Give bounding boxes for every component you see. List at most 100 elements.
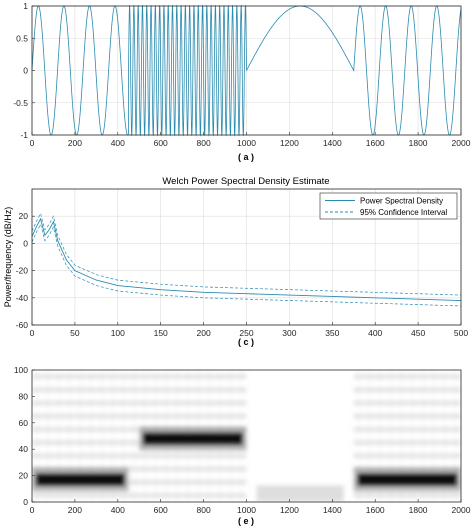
heatmap-ripple bbox=[213, 492, 226, 499]
heatmap-ripple bbox=[235, 373, 248, 380]
heatmap-ripple bbox=[127, 492, 140, 499]
heatmap-ripple bbox=[235, 413, 248, 420]
heatmap-ripple bbox=[181, 465, 194, 473]
heatmap-ripple bbox=[42, 452, 55, 459]
heatmap-ripple bbox=[406, 439, 419, 446]
x-tick-label: 1000 bbox=[237, 505, 256, 515]
heatmap-ripple bbox=[438, 399, 451, 407]
heatmap-ripple bbox=[353, 492, 366, 499]
heatmap-ripple bbox=[406, 413, 419, 420]
heatmap-ripple bbox=[449, 492, 461, 499]
heatmap-ripple bbox=[52, 492, 65, 499]
heatmap-ripple bbox=[202, 399, 215, 407]
heatmap-ripple bbox=[181, 452, 194, 459]
heatmap-ripple bbox=[374, 386, 387, 393]
heatmap-ripple bbox=[374, 492, 387, 499]
heatmap-ripple bbox=[138, 465, 151, 473]
heatmap-ripple bbox=[42, 492, 55, 499]
heatmap-ripple bbox=[428, 413, 441, 420]
heatmap-ripple bbox=[74, 399, 87, 407]
heatmap-band-core bbox=[36, 473, 125, 486]
heatmap-ripple bbox=[396, 399, 409, 407]
heatmap-ripple bbox=[74, 452, 87, 459]
x-tick-label: 600 bbox=[154, 138, 168, 148]
heatmap-ripple bbox=[224, 452, 237, 459]
heatmap-ripple bbox=[63, 373, 76, 380]
x-tick-label: 400 bbox=[368, 328, 382, 338]
y-tick-label: 1 bbox=[23, 1, 28, 11]
x-tick-label: 1200 bbox=[280, 505, 299, 515]
heatmap-ripple bbox=[417, 386, 430, 393]
heatmap-ripple bbox=[84, 413, 97, 420]
heatmap-ripple bbox=[192, 413, 205, 420]
heatmap-ripple bbox=[235, 492, 248, 499]
heatmap-ripple bbox=[160, 386, 173, 393]
heatmap-ripple bbox=[170, 452, 183, 459]
heatmap-ripple bbox=[149, 399, 162, 407]
panel-c-caption: ( c ) bbox=[238, 337, 254, 347]
psd-line bbox=[31, 217, 462, 301]
heatmap-ripple bbox=[224, 399, 237, 407]
heatmap-ripple bbox=[438, 386, 451, 393]
heatmap-ripple bbox=[84, 399, 97, 407]
y-tick-label: -60 bbox=[16, 320, 29, 330]
heatmap-ripple bbox=[224, 386, 237, 393]
heatmap-ripple bbox=[192, 479, 205, 486]
heatmap-ripple bbox=[192, 492, 205, 499]
heatmap-ripple bbox=[449, 439, 461, 446]
heatmap-ripple bbox=[106, 399, 119, 407]
heatmap-ripple bbox=[63, 452, 76, 459]
heatmap-ripple bbox=[117, 399, 130, 407]
heatmap-ripple bbox=[417, 413, 430, 420]
heatmap-band-low bbox=[256, 485, 344, 502]
heatmap-ripple bbox=[396, 452, 409, 459]
panel-e-caption: ( e ) bbox=[238, 516, 254, 526]
heatmap-ripple bbox=[374, 399, 387, 407]
panel-c-ylabel: Power/frequency (dB/Hz) bbox=[3, 207, 13, 308]
heatmap-ripple bbox=[449, 452, 461, 459]
heatmap-ripple bbox=[149, 465, 162, 473]
heatmap-ripple bbox=[202, 386, 215, 393]
heatmap-ripple bbox=[385, 492, 398, 499]
x-tick-label: 500 bbox=[454, 328, 468, 338]
heatmap-ripple bbox=[363, 373, 376, 380]
heatmap-ripple bbox=[160, 479, 173, 486]
heatmap-ripple bbox=[363, 426, 376, 433]
y-tick-label: 80 bbox=[19, 391, 29, 401]
heatmap-ripple bbox=[117, 452, 130, 459]
heatmap-ripple bbox=[213, 479, 226, 486]
heatmap-band-core bbox=[357, 473, 457, 486]
panel-a-caption: ( a ) bbox=[238, 152, 254, 162]
heatmap-ripple bbox=[63, 413, 76, 420]
x-tick-label: 400 bbox=[111, 138, 125, 148]
x-tick-label: 450 bbox=[411, 328, 425, 338]
heatmap-ripple bbox=[224, 413, 237, 420]
heatmap-ripple bbox=[138, 413, 151, 420]
heatmap-ripple bbox=[95, 373, 108, 380]
heatmap-ripple bbox=[396, 492, 409, 499]
heatmap-ripple bbox=[224, 465, 237, 473]
heatmap-ripple bbox=[52, 373, 65, 380]
heatmap-ripple bbox=[32, 426, 44, 433]
heatmap-ripple bbox=[417, 426, 430, 433]
heatmap-ripple bbox=[63, 439, 76, 446]
heatmap-ripple bbox=[117, 426, 130, 433]
heatmap-ripple bbox=[95, 492, 108, 499]
heatmap-ripple bbox=[84, 452, 97, 459]
heatmap-ripple bbox=[353, 452, 366, 459]
heatmap-ripple bbox=[95, 386, 108, 393]
x-tick-label: 1800 bbox=[409, 505, 428, 515]
heatmap-ripple bbox=[385, 439, 398, 446]
x-tick-label: 200 bbox=[68, 138, 82, 148]
heatmap-ripple bbox=[106, 439, 119, 446]
heatmap-ripple bbox=[396, 426, 409, 433]
heatmap-ripple bbox=[385, 452, 398, 459]
heatmap-ripple bbox=[32, 399, 44, 407]
heatmap-ripple bbox=[52, 386, 65, 393]
heatmap-ripple bbox=[385, 426, 398, 433]
heatmap-ripple bbox=[127, 373, 140, 380]
heatmap-ripple bbox=[74, 426, 87, 433]
heatmap-ripple bbox=[138, 386, 151, 393]
panel-a: 0 200 400 600 800 1000 1200 1400 1600 1800 2000 1 0… bbox=[13, 1, 470, 162]
x-tick-label: 0 bbox=[30, 328, 35, 338]
